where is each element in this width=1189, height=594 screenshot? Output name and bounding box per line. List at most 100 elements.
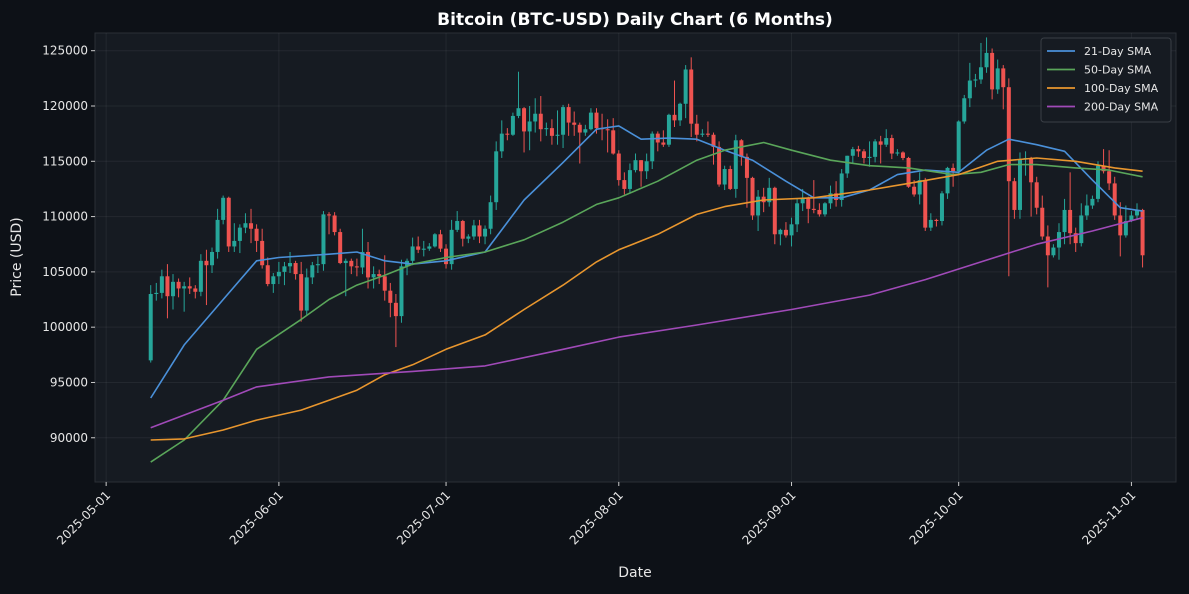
sma-line-21day xyxy=(150,125,1143,399)
candle-body xyxy=(627,170,632,189)
candle xyxy=(332,212,337,236)
candle-body xyxy=(889,138,894,154)
candle-body xyxy=(616,153,621,181)
candle-body xyxy=(499,133,504,152)
candle-body xyxy=(861,151,866,158)
candle xyxy=(700,129,705,137)
candle-body xyxy=(338,232,343,264)
candle-body xyxy=(806,197,811,209)
candle-body xyxy=(249,223,254,229)
candle xyxy=(689,57,694,137)
candle xyxy=(561,104,566,149)
candle xyxy=(438,229,443,252)
candle xyxy=(304,268,309,316)
candle xyxy=(672,80,677,128)
candle-body xyxy=(973,79,978,81)
candle xyxy=(421,240,426,257)
candle xyxy=(249,208,254,244)
candle-body xyxy=(505,133,510,135)
plot-area xyxy=(94,32,1177,483)
candle-body xyxy=(856,149,861,152)
candle xyxy=(783,222,788,238)
candle-body xyxy=(923,180,928,228)
candle xyxy=(744,153,749,208)
candle-body xyxy=(327,214,332,216)
candle-body xyxy=(226,197,231,247)
candle-body xyxy=(1040,207,1045,237)
candle-body xyxy=(912,186,917,195)
candle xyxy=(666,113,671,147)
candle-body xyxy=(154,292,159,294)
candle-body xyxy=(544,128,549,130)
candle-body xyxy=(432,234,437,247)
candle-body xyxy=(739,140,744,157)
candle xyxy=(1006,78,1011,277)
candle xyxy=(1112,176,1117,220)
sma-line-200day xyxy=(150,216,1143,429)
candle-body xyxy=(694,123,699,135)
candle xyxy=(817,203,822,217)
candle xyxy=(1040,195,1045,240)
candle xyxy=(934,218,939,227)
candle-body xyxy=(1090,198,1095,206)
candle xyxy=(232,223,237,252)
candle xyxy=(1062,198,1067,245)
candle-body xyxy=(1134,209,1139,216)
candle-body xyxy=(366,251,371,278)
candle-body xyxy=(282,266,287,272)
candle xyxy=(806,196,811,224)
candle xyxy=(466,234,471,244)
candle-body xyxy=(717,146,722,185)
candle xyxy=(1073,227,1078,252)
legend-label: 50-Day SMA xyxy=(1084,64,1152,77)
candle xyxy=(577,122,582,164)
candle-body xyxy=(1118,215,1123,236)
candle-body xyxy=(288,263,293,267)
candle xyxy=(1095,161,1100,203)
candle-body xyxy=(577,124,582,133)
candle xyxy=(349,258,354,275)
candle-body xyxy=(817,209,822,215)
candle-body xyxy=(393,302,398,317)
candle xyxy=(650,131,655,170)
candle xyxy=(678,102,683,126)
candle xyxy=(444,244,449,269)
candle xyxy=(1017,152,1022,219)
y-axis-label: Price (USD) xyxy=(9,217,25,296)
candle-body xyxy=(728,169,733,189)
candle-body xyxy=(778,229,783,235)
candle-body xyxy=(198,260,203,292)
candle-body xyxy=(477,225,482,237)
candle-body xyxy=(1101,165,1106,172)
candle xyxy=(973,73,978,88)
candle xyxy=(611,118,616,155)
candle-body xyxy=(449,229,454,265)
candle-body xyxy=(884,138,889,145)
candle xyxy=(1084,194,1089,220)
candle xyxy=(354,258,359,277)
candle xyxy=(728,165,733,191)
candle xyxy=(282,261,287,286)
candle xyxy=(750,176,755,220)
candle-body xyxy=(683,69,688,104)
candle xyxy=(895,149,900,156)
candle-body xyxy=(605,129,610,131)
candle-body xyxy=(165,276,170,297)
candle-body xyxy=(873,141,878,157)
candle-body xyxy=(783,229,788,236)
candle xyxy=(861,149,866,164)
candle-body xyxy=(588,112,593,130)
candle-body xyxy=(1051,247,1056,256)
candle xyxy=(288,251,293,273)
candle xyxy=(722,165,727,191)
candle-body xyxy=(538,113,543,130)
candle-body xyxy=(265,265,270,285)
candle xyxy=(176,278,181,298)
candle-body xyxy=(243,223,248,228)
candle-body xyxy=(371,274,376,278)
y-tick-label: 110000 xyxy=(42,210,88,224)
candle-body xyxy=(360,251,365,268)
candle xyxy=(683,65,688,119)
candle-body xyxy=(845,155,850,174)
